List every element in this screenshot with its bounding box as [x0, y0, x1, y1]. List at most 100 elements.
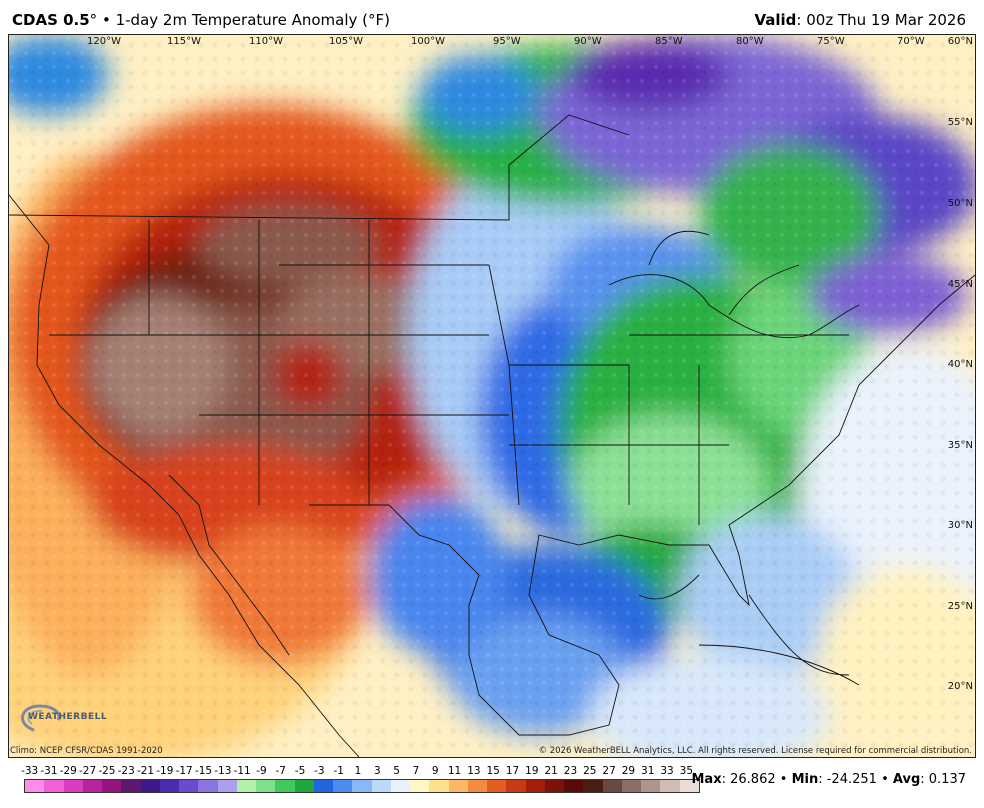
- colorbar-label: 23: [563, 765, 578, 777]
- colorbar-label: -1: [333, 765, 344, 777]
- colorbar-label: 7: [412, 765, 420, 777]
- logo-swirl-icon: [21, 704, 61, 732]
- logo-text: WEATHERBELL: [28, 712, 108, 722]
- stats-bullet-1: •: [779, 772, 788, 787]
- valid-time-value: : 00z Thu 19 Mar 2026: [796, 11, 966, 29]
- lat-label-55n: 55°N: [947, 117, 973, 128]
- colorbar-label: 25: [583, 765, 597, 777]
- lon-label-80w: 80°W: [736, 36, 764, 47]
- colorbar-label: 13: [467, 765, 481, 777]
- colorbar-label: -13: [214, 765, 232, 777]
- colorbar-swatch: [390, 780, 410, 792]
- colorbar-label: 33: [660, 765, 674, 777]
- colorbar-swatch: [583, 780, 603, 792]
- header: CDAS 0.5° • 1-day 2m Temperature Anomaly…: [0, 0, 984, 34]
- colorbar-label: 19: [525, 765, 539, 777]
- colorbar-swatch: [679, 780, 699, 792]
- avg-value: : 0.137: [920, 772, 966, 787]
- colorbar-label: -5: [294, 765, 306, 777]
- colorbar-labels: -33 -31 -29 -27 -25 -23 -21 -19 -17 -15 -13 -11 -9 -7…: [10, 765, 710, 779]
- colorbar-label: 9: [431, 765, 439, 777]
- colorbar-label: 1: [354, 765, 362, 777]
- colorbar-label: -7: [275, 765, 286, 777]
- lat-label-35n: 35°N: [947, 440, 973, 451]
- colorbar-label: -23: [117, 765, 135, 777]
- lon-label-90w: 90°W: [574, 36, 602, 47]
- colorbar-label: 21: [544, 765, 558, 777]
- colorbar-swatch: [352, 780, 372, 792]
- stats-bullet-2: •: [881, 772, 889, 787]
- max-label: Max: [691, 772, 722, 787]
- weatherbell-logo: WEATHERBELL: [14, 700, 108, 742]
- colorbar-label: 35: [679, 765, 694, 777]
- lon-label-70w: 70°W: [897, 36, 925, 47]
- model-name: CDAS 0.5: [12, 11, 90, 29]
- colorbar-swatch: [63, 780, 83, 792]
- colorbar-swatch: [429, 780, 449, 792]
- lat-label-60n: 60°N: [947, 36, 973, 47]
- valid-time: Valid: 00z Thu 19 Mar 2026: [754, 11, 966, 29]
- lon-label-85w: 85°W: [655, 36, 683, 47]
- colorbar-swatch: [25, 780, 45, 792]
- colorbar-swatch: [410, 780, 430, 792]
- colorbar-label: 31: [641, 765, 655, 777]
- colorbar-swatch: [448, 780, 468, 792]
- max-value: : 26.862: [721, 772, 776, 787]
- min-value: : -24.251: [818, 772, 877, 787]
- colorbar-label: 27: [602, 765, 616, 777]
- colorbar-swatch: [313, 780, 333, 792]
- colorbar-swatch: [275, 780, 295, 792]
- title-separator: •: [101, 11, 111, 29]
- colorbar-swatch: [660, 780, 680, 792]
- avg-label: Avg: [892, 772, 921, 787]
- product-name: 1-day 2m Temperature Anomaly (°F): [115, 11, 391, 29]
- colorbar-swatch: [467, 780, 487, 792]
- colorbar-swatch: [333, 780, 353, 792]
- colorbar-label: -3: [314, 765, 325, 777]
- lon-label-105w: 105°W: [329, 36, 363, 47]
- colorbar-swatch: [159, 780, 179, 792]
- colorbar-label: 3: [373, 765, 381, 777]
- lon-label-75w: 75°W: [817, 36, 845, 47]
- colorbar-swatch: [506, 780, 526, 792]
- colorbar-label: -27: [79, 765, 97, 777]
- colorbar-label: -29: [59, 765, 77, 777]
- colorbar-swatch: [217, 780, 237, 792]
- colorbar-label: 5: [393, 765, 400, 777]
- colorbar-swatch: [371, 780, 391, 792]
- lat-label-25n: 25°N: [947, 601, 973, 612]
- map-graphic: [9, 35, 975, 757]
- lat-label-40n: 40°N: [947, 359, 973, 370]
- map-title: CDAS 0.5° • 1-day 2m Temperature Anomaly…: [12, 11, 390, 29]
- colorbar-swatch: [564, 780, 584, 792]
- colorbar-swatch: [236, 780, 256, 792]
- colorbar-label: -33: [21, 765, 39, 777]
- colorbar-swatch: [198, 780, 218, 792]
- colorbar-swatch: [179, 780, 199, 792]
- colorbar-swatch: [544, 780, 564, 792]
- min-label: Min: [791, 772, 819, 787]
- colorbar-swatch: [102, 780, 122, 792]
- colorbar-swatch: [487, 780, 507, 792]
- colorbar-label: -11: [233, 765, 251, 777]
- colorbar-swatch: [256, 780, 276, 792]
- lon-label-95w: 95°W: [493, 36, 521, 47]
- colorbar-label: -25: [98, 765, 116, 777]
- colorbar-swatch: [602, 780, 622, 792]
- anomaly-map: 120°W 115°W 110°W 105°W 100°W 95°W 90°W …: [8, 34, 976, 758]
- colorbar-swatch: [621, 780, 641, 792]
- colorbar-label: -17: [175, 765, 193, 777]
- lat-label-30n: 30°N: [947, 520, 973, 531]
- climo-credit: Climo: NCEP CFSR/CDAS 1991-2020: [10, 746, 163, 756]
- colorbar-swatch: [82, 780, 102, 792]
- colorbar-swatch: [294, 780, 314, 792]
- colorbar-swatch: [44, 780, 64, 792]
- colorbar-label: -19: [156, 765, 174, 777]
- colorbar-label: 11: [447, 765, 462, 777]
- colorbar-swatch: [140, 780, 160, 792]
- lon-label-100w: 100°W: [411, 36, 445, 47]
- colorbar-label: 15: [486, 765, 500, 777]
- colorbar-swatch: [121, 780, 141, 792]
- colorbar-swatch: [641, 780, 661, 792]
- degree-symbol: °: [89, 11, 98, 29]
